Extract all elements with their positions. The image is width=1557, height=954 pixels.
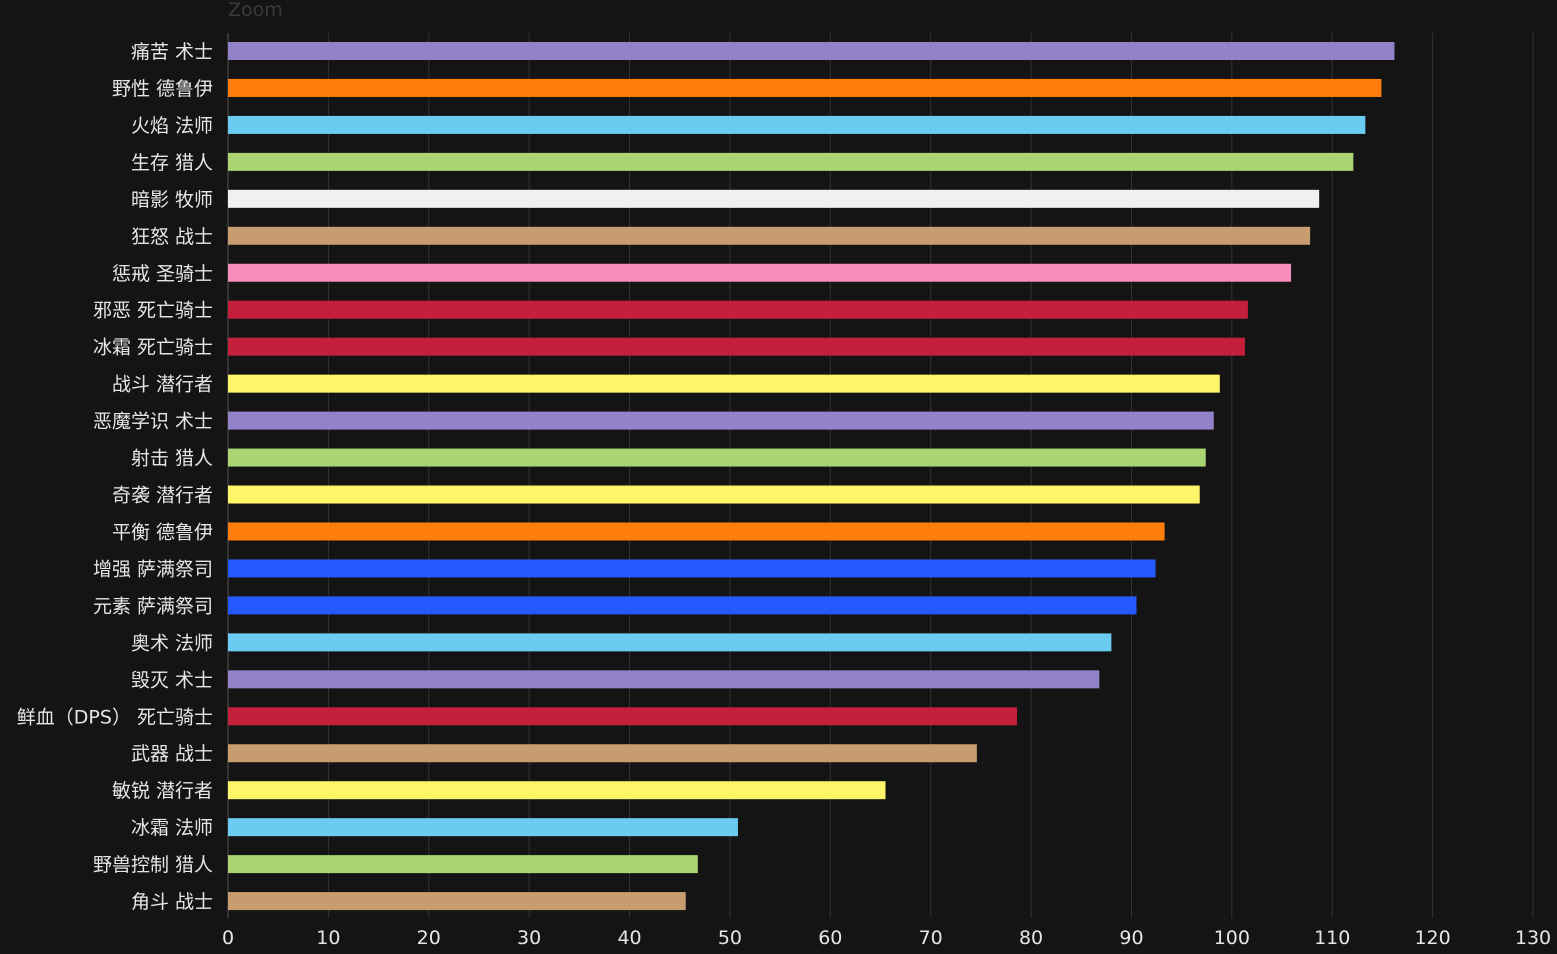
x-tick-label: 50 xyxy=(718,927,742,949)
category-label: 痛苦 术士 xyxy=(131,41,213,63)
bar[interactable] xyxy=(228,226,1311,245)
bar[interactable] xyxy=(228,42,1395,60)
bar[interactable] xyxy=(228,707,1018,726)
category-label: 元素 萨满祭司 xyxy=(93,595,213,617)
category-label: 邪恶 死亡骑士 xyxy=(93,300,213,322)
category-label: 奥术 法师 xyxy=(131,632,213,654)
x-tick-label: 0 xyxy=(222,927,234,949)
category-label: 平衡 德鲁伊 xyxy=(112,521,213,543)
bar[interactable] xyxy=(228,374,1220,393)
bar[interactable] xyxy=(228,633,1112,652)
bar[interactable] xyxy=(228,670,1100,689)
category-label: 增强 萨满祭司 xyxy=(93,558,213,580)
category-label: 角斗 战士 xyxy=(131,891,213,913)
bars xyxy=(228,42,1395,911)
x-tick-label: 10 xyxy=(316,927,340,949)
bar[interactable] xyxy=(228,263,1292,282)
x-tick-label: 110 xyxy=(1314,927,1350,949)
category-label: 火焰 法师 xyxy=(131,115,213,137)
category-label: 狂怒 战士 xyxy=(131,226,213,248)
x-tick-label: 20 xyxy=(417,927,441,949)
category-label: 惩戒 圣骑士 xyxy=(112,263,213,285)
category-label: 战斗 潜行者 xyxy=(112,374,213,396)
x-tick-label: 90 xyxy=(1119,927,1143,949)
category-label: 武器 战士 xyxy=(131,743,213,765)
bar[interactable] xyxy=(228,559,1156,578)
bar[interactable] xyxy=(228,485,1200,504)
bar[interactable] xyxy=(228,744,977,763)
gridlines xyxy=(227,33,1534,918)
bar[interactable] xyxy=(228,448,1206,467)
x-tick-label: 130 xyxy=(1515,927,1551,949)
bar[interactable] xyxy=(228,818,738,837)
category-label: 野性 德鲁伊 xyxy=(112,78,213,100)
bar[interactable] xyxy=(228,522,1165,541)
category-label: 奇袭 潜行者 xyxy=(112,485,213,507)
bar[interactable] xyxy=(228,78,1382,97)
category-label: 冰霜 法师 xyxy=(131,817,213,839)
category-label: 敏锐 潜行者 xyxy=(112,780,213,802)
bar[interactable] xyxy=(228,596,1137,615)
bar[interactable] xyxy=(228,411,1214,430)
category-label: 生存 猎人 xyxy=(131,152,213,174)
bar[interactable] xyxy=(228,115,1366,134)
x-tick-label: 80 xyxy=(1019,927,1043,949)
bar[interactable] xyxy=(228,189,1320,208)
x-tick-label: 40 xyxy=(617,927,641,949)
zoom-label[interactable]: Zoom xyxy=(228,0,283,21)
category-label: 毁灭 术士 xyxy=(131,669,213,691)
bar[interactable] xyxy=(228,300,1248,319)
x-tick-label: 120 xyxy=(1414,927,1450,949)
x-tick-label: 30 xyxy=(517,927,541,949)
x-tick-label: 70 xyxy=(919,927,943,949)
bar[interactable] xyxy=(228,781,886,800)
bar[interactable] xyxy=(228,855,698,874)
category-label: 恶魔学识 术士 xyxy=(93,411,213,433)
x-axis-ticks: 0 10 20 30 40 50 60 70 80 90 100 110 120 130 xyxy=(222,927,1551,949)
category-label: 野兽控制 猎人 xyxy=(93,854,213,876)
x-tick-label: 100 xyxy=(1214,927,1250,949)
bar[interactable] xyxy=(228,892,686,911)
bar[interactable] xyxy=(228,152,1354,171)
category-label: 冰霜 死亡骑士 xyxy=(93,337,213,359)
bar[interactable] xyxy=(228,337,1245,356)
category-label: 鲜血（DPS） 死亡骑士 xyxy=(17,706,213,728)
category-label: 暗影 牧师 xyxy=(131,189,213,211)
category-label: 射击 猎人 xyxy=(131,448,213,470)
x-tick-label: 60 xyxy=(818,927,842,949)
